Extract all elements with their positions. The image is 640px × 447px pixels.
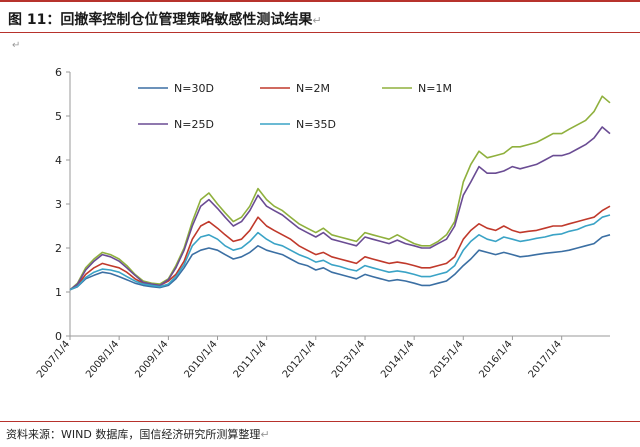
series-line-n-1m bbox=[69, 95, 611, 291]
x-tick-label: 2014/1/4 bbox=[379, 339, 416, 380]
x-tick-label: 2013/1/4 bbox=[330, 339, 367, 380]
x-tick-label: 2016/1/4 bbox=[477, 339, 514, 380]
line-chart: 0 1 2 3 4 5 6 2007/1/4 2008/1/4 2009/1/4 2010/1/4 2… bbox=[35, 66, 611, 380]
y-tick-label: 2 bbox=[55, 242, 62, 255]
x-tick-label: 2009/1/4 bbox=[133, 339, 170, 380]
paragraph-mark-icon: ↵ bbox=[260, 428, 270, 441]
series-line-n-35d bbox=[69, 214, 611, 291]
chart-legend: N=30D N=2M N=1M N=25D N=35D bbox=[138, 82, 452, 131]
x-tick-label: 2012/1/4 bbox=[281, 339, 318, 380]
figure-title-text: 图 11：回撤率控制仓位管理策略敏感性测试结果 bbox=[8, 12, 313, 28]
y-tick-label: 6 bbox=[55, 66, 62, 79]
top-rule bbox=[0, 0, 640, 2]
legend-label: N=35D bbox=[296, 118, 336, 131]
y-tick-label: 5 bbox=[55, 110, 62, 123]
source-text: 资料来源：WIND 数据库，国信经济研究所测算整理 bbox=[6, 428, 261, 441]
y-tick-label: 3 bbox=[55, 198, 62, 211]
paragraph-mark-icon: ↵ bbox=[12, 40, 21, 51]
legend-label: N=25D bbox=[174, 118, 214, 131]
legend-label: N=2M bbox=[296, 82, 330, 95]
y-tick-label: 4 bbox=[55, 154, 62, 167]
series-line-n-25d bbox=[69, 126, 611, 291]
x-tick-label: 2007/1/4 bbox=[35, 339, 72, 380]
x-tick-label: 2010/1/4 bbox=[183, 339, 220, 380]
legend-label: N=1M bbox=[418, 82, 452, 95]
x-tick-label: 2015/1/4 bbox=[428, 339, 465, 380]
source-note: 资料来源：WIND 数据库，国信经济研究所测算整理↵ bbox=[6, 426, 270, 442]
x-tick-label: 2011/1/4 bbox=[232, 339, 269, 380]
chart-series bbox=[69, 95, 611, 291]
x-tick-label: 2008/1/4 bbox=[84, 339, 121, 380]
legend-label: N=30D bbox=[174, 82, 214, 95]
title-rule bbox=[0, 32, 640, 33]
series-line-n-30d bbox=[69, 234, 611, 291]
series-line-n-2m bbox=[69, 205, 611, 291]
y-tick-label: 1 bbox=[55, 286, 62, 299]
figure-title: 图 11：回撤率控制仓位管理策略敏感性测试结果↵ bbox=[8, 9, 322, 29]
chart-axes: 0 1 2 3 4 5 6 2007/1/4 2008/1/4 2009/1/4 2010/1/4 2… bbox=[35, 66, 610, 380]
y-tick-label: 0 bbox=[55, 330, 62, 343]
paragraph-mark-icon: ↵ bbox=[312, 14, 322, 27]
x-tick-label: 2017/1/4 bbox=[527, 339, 564, 380]
bottom-rule bbox=[0, 421, 640, 422]
